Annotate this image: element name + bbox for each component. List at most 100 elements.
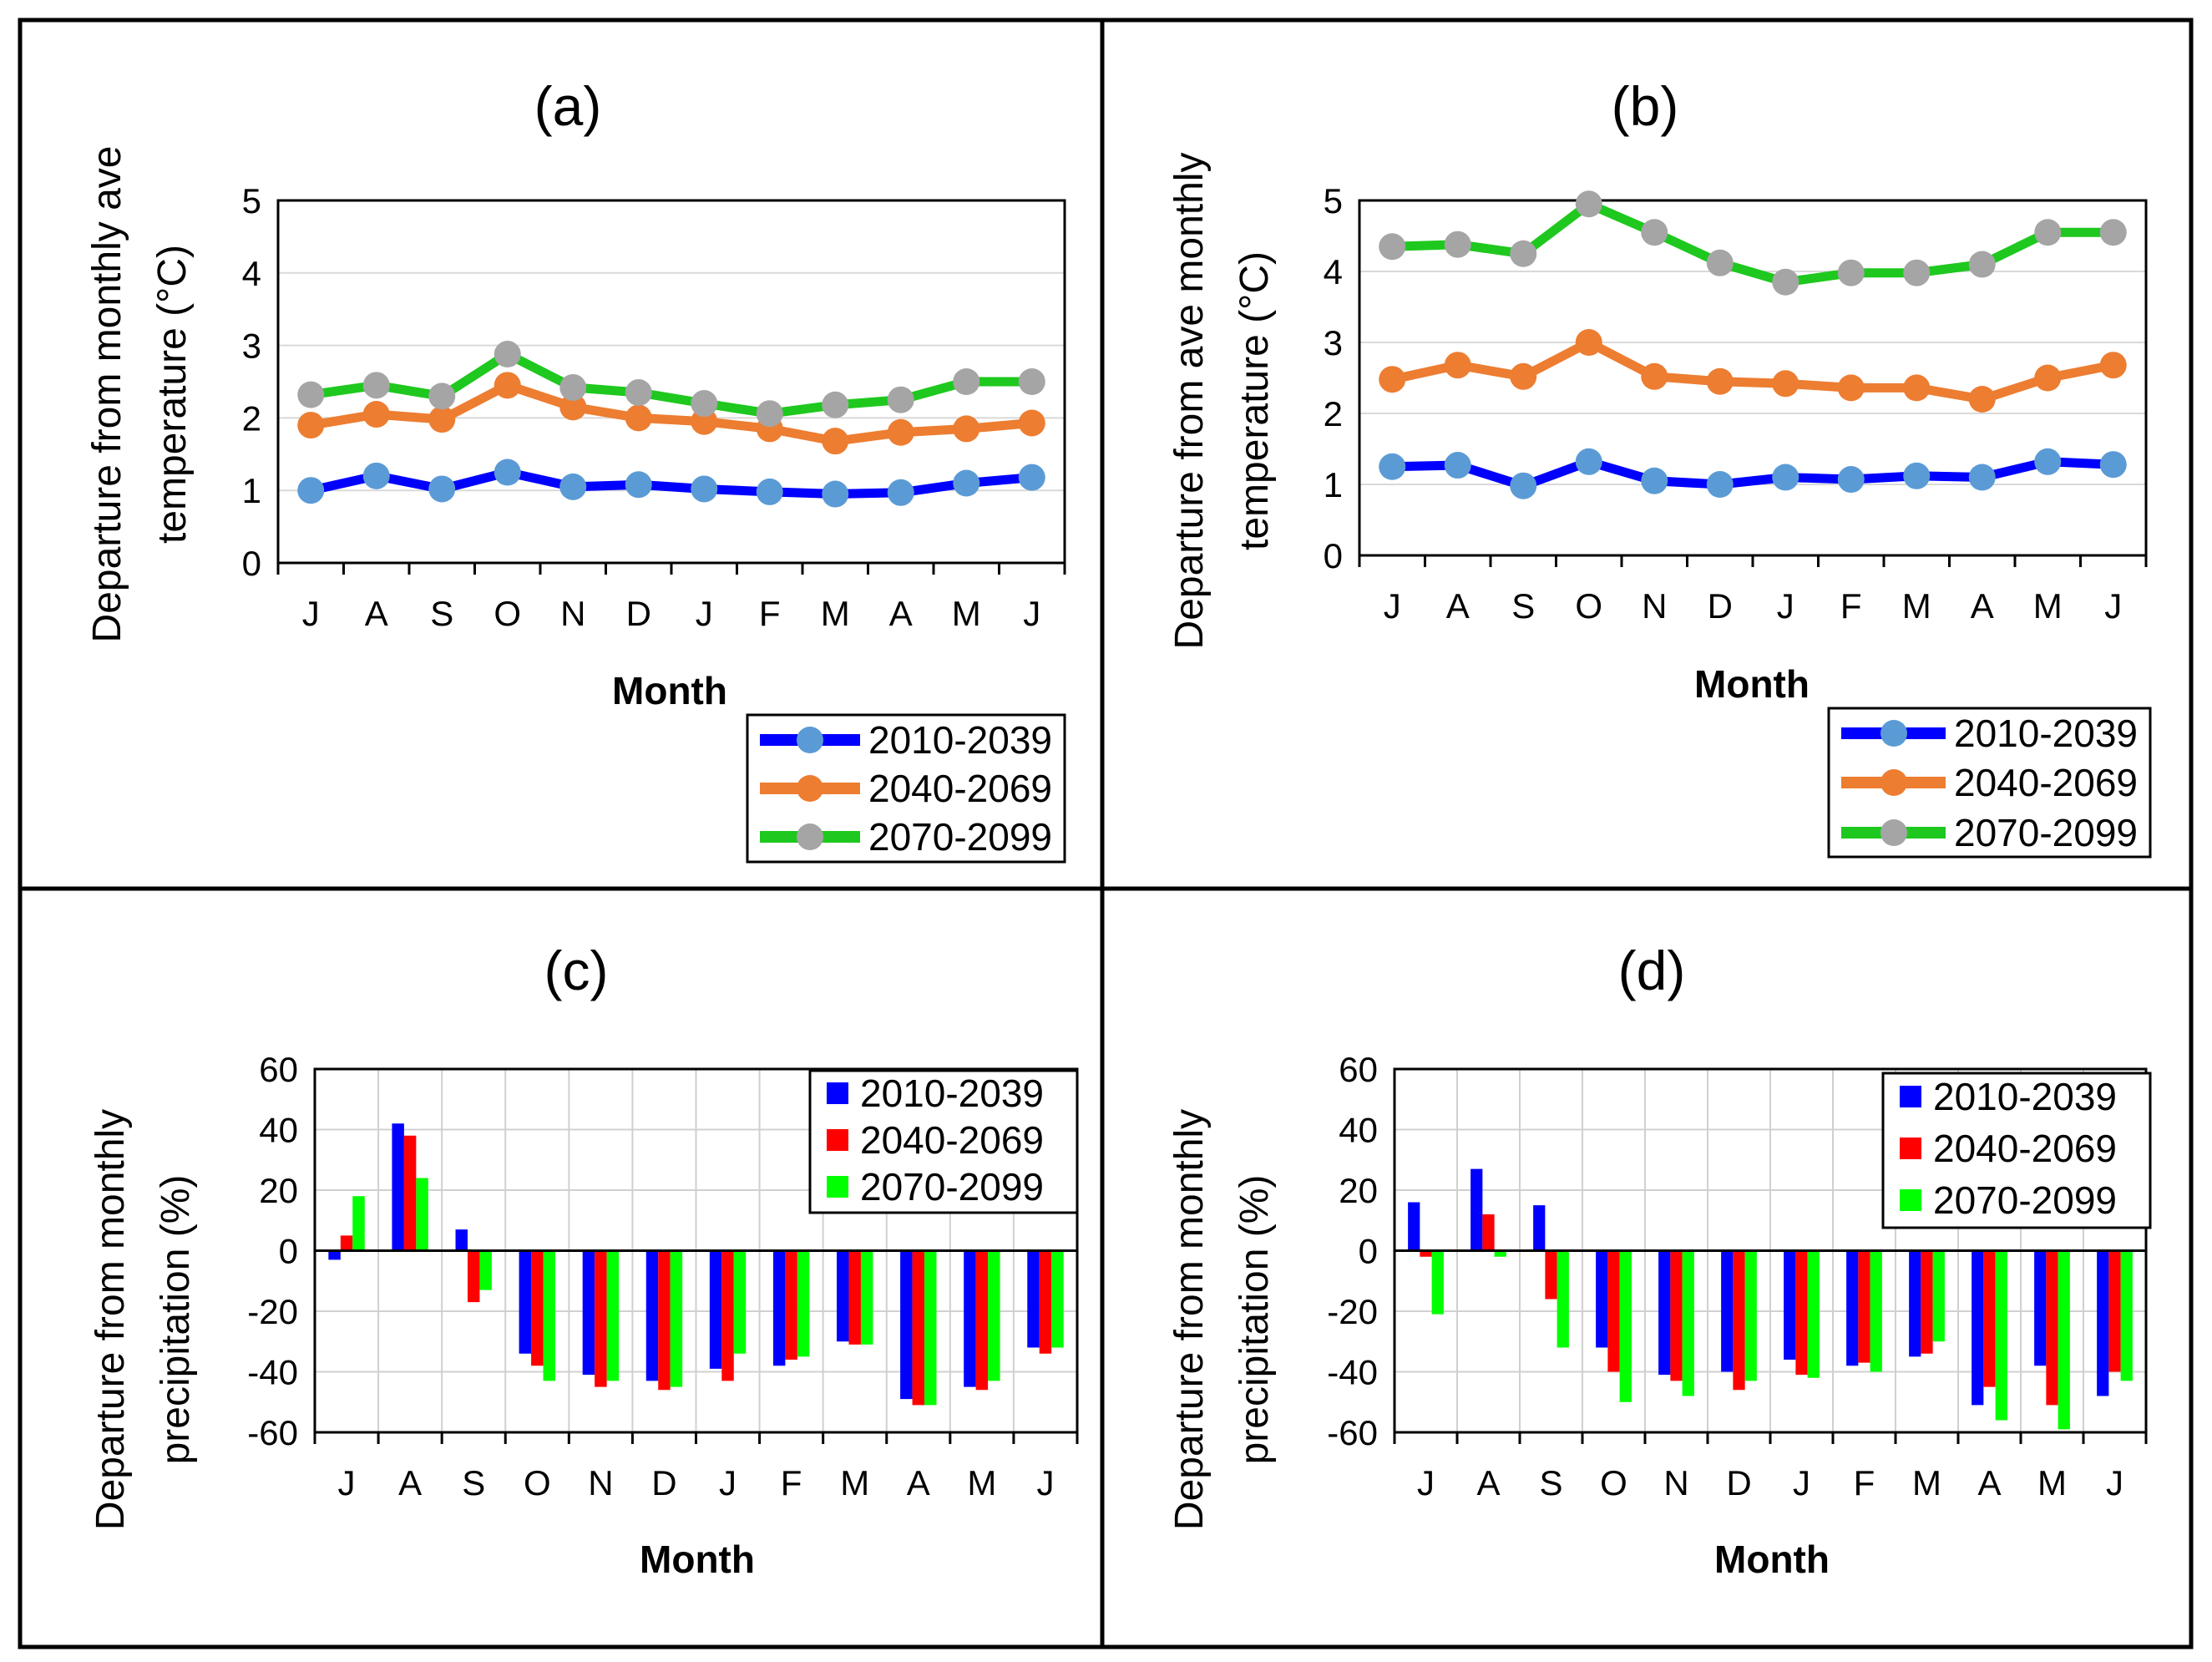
x-tick-label: S: [1539, 1463, 1562, 1502]
series-line-2010-2039: [1392, 457, 2114, 491]
legend-label-2070-2099: 2070-2099: [1954, 811, 2138, 854]
point-2070-2099-F: [756, 400, 783, 428]
x-tick-label: A: [1977, 1463, 2001, 1502]
point-2070-2099-F: [1837, 259, 1865, 286]
point-2010-2039-J: [1379, 453, 1406, 480]
panel-d-legend: 2010-2039 2040-2069 2070-2099: [1881, 1072, 2152, 1229]
x-tick-label: J: [338, 1463, 356, 1502]
bar-2040-2069-N: [1670, 1250, 1683, 1381]
bar-2070-2099-O: [1619, 1250, 1632, 1402]
point-2040-2069-J: [1379, 366, 1406, 393]
point-2070-2099-O: [1575, 190, 1602, 218]
point-2070-2099-S: [428, 383, 456, 410]
x-tick-label: M: [840, 1463, 869, 1502]
point-2040-2069-N: [559, 393, 587, 421]
x-tick-label: M: [967, 1463, 996, 1502]
bar-2040-2069-F: [1858, 1250, 1870, 1363]
bar-2040-2069-A: [912, 1250, 925, 1406]
y-tick-label: 5: [242, 181, 261, 220]
panel-c-ylabel-line2: precipitation (%): [154, 1175, 198, 1465]
panel-a: (a) Departure from monthly ave temperatu…: [85, 75, 1066, 864]
bar-2070-2099-A: [416, 1178, 428, 1251]
bar-2010-2039-O: [519, 1250, 532, 1354]
x-tick-label: J: [1036, 1463, 1054, 1502]
y-tick-label: 40: [259, 1111, 298, 1150]
x-tick-label: M: [2033, 586, 2063, 626]
point-2010-2039-O: [1575, 448, 1602, 475]
point-2070-2099-J: [1772, 268, 1799, 296]
point-2010-2039-M: [822, 480, 849, 508]
panel-c: (c) Departure from monthly precipitation…: [89, 940, 1079, 1581]
x-tick-label: F: [759, 594, 781, 633]
y-tick-label: 1: [1324, 465, 1343, 504]
point-2010-2039-O: [494, 459, 521, 486]
point-2010-2039-N: [1641, 467, 1668, 494]
legend-label-2070-2099: 2070-2099: [1933, 1178, 2117, 1222]
point-2040-2069-D: [1706, 367, 1734, 395]
bar-2070-2099-A: [924, 1250, 937, 1406]
point-2010-2039-J: [691, 475, 718, 503]
x-tick-label: M: [1912, 1463, 1941, 1502]
bar-2010-2039-M: [837, 1250, 849, 1342]
x-tick-label: A: [398, 1463, 422, 1502]
point-2040-2069-J: [1772, 370, 1799, 398]
bar-2010-2039-M: [1909, 1250, 1921, 1357]
bar-2070-2099-M: [2058, 1250, 2070, 1430]
bar-2010-2039-J: [2097, 1250, 2109, 1396]
point-2040-2069-J: [2099, 352, 2127, 379]
panel-c-legend: 2010-2039 2040-2069 2070-2099: [808, 1069, 1079, 1214]
point-2040-2069-N: [1641, 362, 1668, 390]
point-2070-2099-N: [1641, 219, 1668, 246]
y-tick-label: 40: [1339, 1111, 1378, 1150]
legend-marker-2010-2039: [1880, 720, 1907, 747]
bar-2070-2099-J: [1807, 1250, 1820, 1378]
point-2010-2039-D: [1706, 471, 1734, 498]
bar-2040-2069-J: [721, 1250, 734, 1381]
point-2010-2039-D: [625, 471, 652, 499]
panel-c-xlabel: Month: [640, 1538, 755, 1581]
point-2040-2069-A: [1968, 386, 1996, 413]
x-tick-label: S: [430, 594, 453, 633]
bar-2070-2099-S: [1556, 1250, 1569, 1348]
x-tick-label: N: [588, 1463, 613, 1502]
point-2070-2099-J: [1018, 368, 1045, 395]
x-tick-label: J: [2106, 1463, 2123, 1502]
bar-2070-2099-D: [1744, 1250, 1757, 1381]
x-tick-label: J: [1777, 586, 1794, 626]
panel-c-title: (c): [544, 940, 609, 1001]
panel-b-legend: 2010-2039 2040-2069 2070-2099: [1827, 707, 2152, 859]
legend-label-2040-2069: 2040-2069: [868, 767, 1052, 810]
y-tick-label: 60: [1339, 1050, 1378, 1089]
point-2010-2039-S: [1510, 472, 1537, 499]
y-tick-label: 5: [1324, 181, 1343, 220]
x-tick-label: N: [560, 594, 585, 633]
y-tick-label: 1: [242, 471, 261, 510]
legend-swatch-2010-2039: [1900, 1086, 1921, 1107]
legend-label-2040-2069: 2040-2069: [860, 1118, 1044, 1162]
point-2010-2039-A: [1444, 452, 1471, 479]
bar-2070-2099-M: [860, 1250, 873, 1345]
point-2010-2039-F: [756, 478, 783, 505]
bar-2010-2039-J: [1408, 1202, 1420, 1251]
panel-a-ylabel-line1: Departure from monthly ave: [85, 146, 129, 643]
point-2010-2039-N: [559, 473, 587, 500]
point-2010-2039-J: [2099, 451, 2127, 479]
bar-2070-2099-F: [797, 1250, 810, 1357]
point-2070-2099-M: [953, 368, 980, 395]
panel-c-legend-box: [808, 1069, 1079, 1214]
x-tick-label: J: [719, 1463, 736, 1502]
point-2040-2069-A: [362, 401, 390, 428]
point-2040-2069-J: [297, 412, 325, 439]
bar-2070-2099-F: [1870, 1250, 1882, 1372]
x-tick-label: J: [2104, 586, 2122, 626]
bar-2070-2099-J: [1051, 1250, 1064, 1348]
legend-label-2040-2069: 2040-2069: [1954, 761, 2138, 804]
bar-2040-2069-A: [403, 1135, 417, 1251]
bar-2040-2069-D: [1733, 1250, 1745, 1391]
point-2040-2069-J: [1018, 409, 1045, 437]
bar-2010-2039-O: [1596, 1250, 1608, 1348]
point-2040-2069-O: [1575, 329, 1602, 356]
legend-marker-2070-2099: [797, 823, 823, 850]
